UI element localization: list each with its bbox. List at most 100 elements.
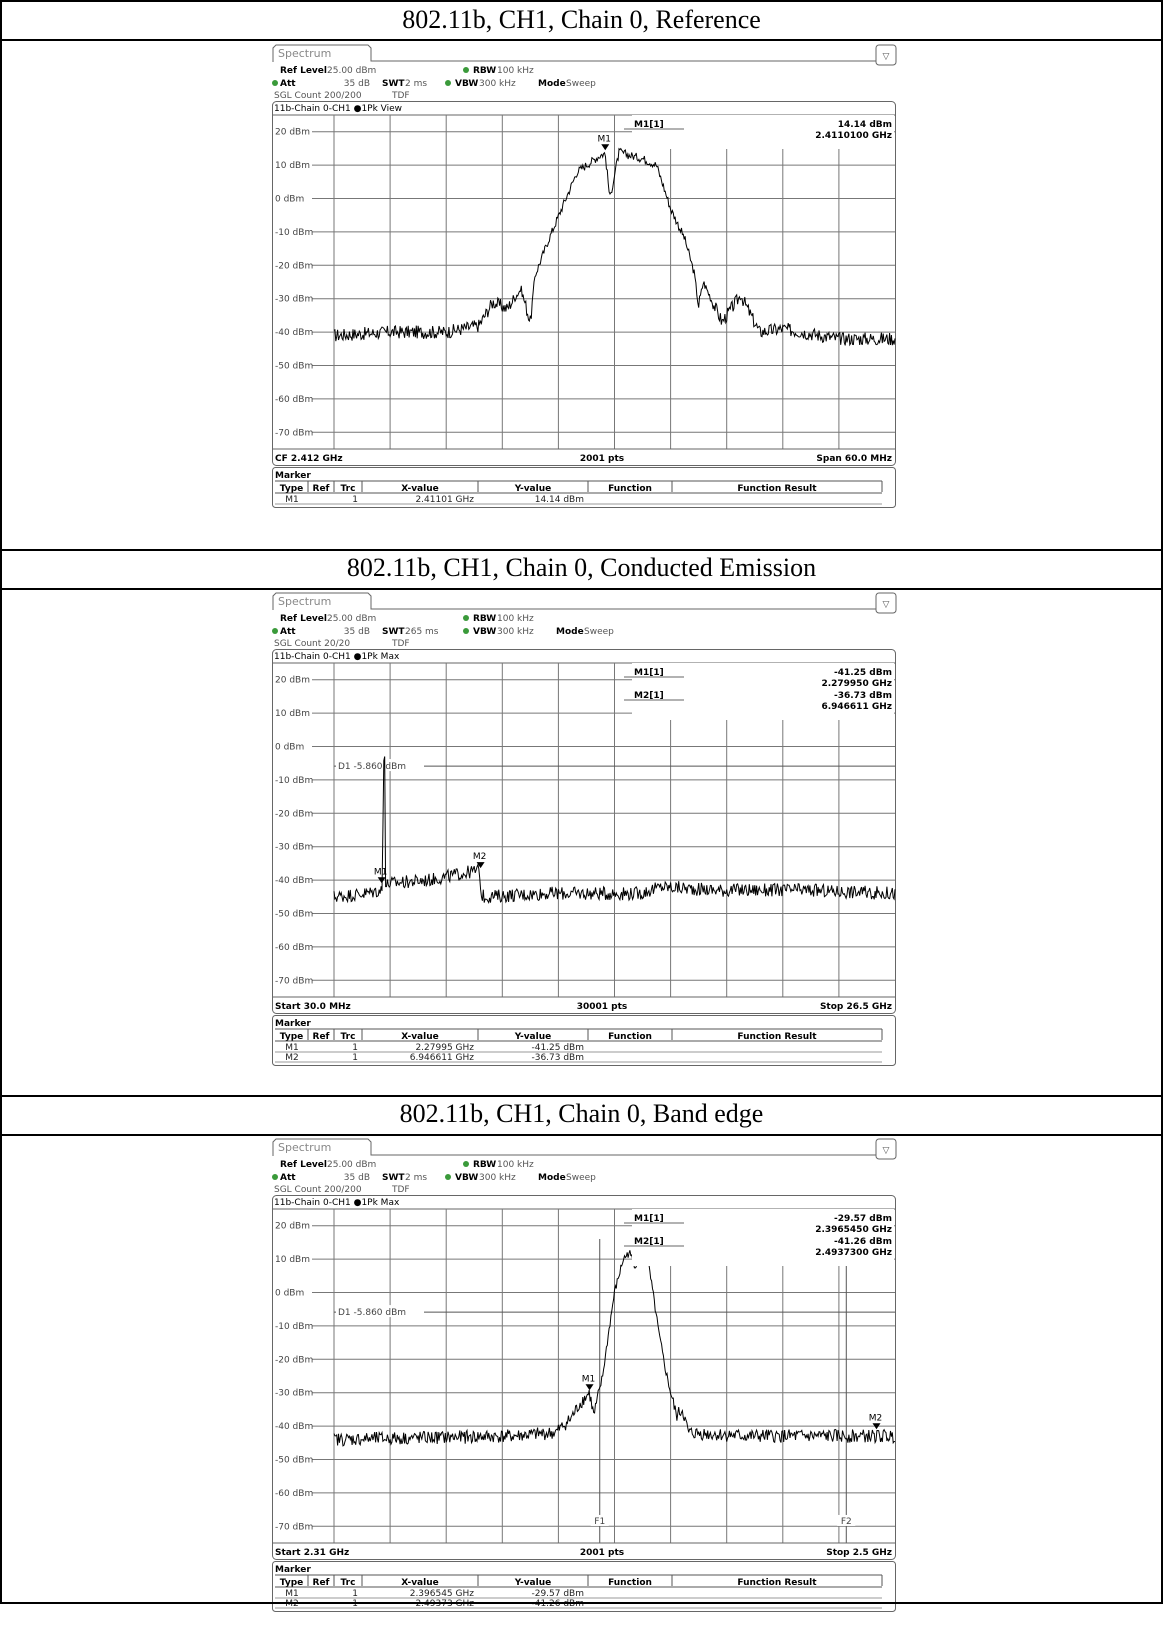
marker-table-header: Function [608, 1578, 652, 1588]
menu-chevron-icon: ▽ [883, 600, 890, 610]
marker-table-header: Trc [341, 1578, 356, 1588]
spectrum-panel-reference: Spectrum ▽ Ref Level 25.00 dBm RBW 100 kHz Att… [272, 44, 900, 542]
section-title-band-edge: 802.11b, CH1, Chain 0, Band edge [399, 1099, 764, 1128]
marker-table-cell: 1 [352, 495, 358, 505]
y-tick-label: -50 dBm [275, 1456, 313, 1466]
marker-table-cell: 1 [352, 1589, 358, 1599]
marker-readout-frequency: 2.4937300 GHz [815, 1248, 892, 1258]
y-tick-label: -20 dBm [275, 1355, 313, 1365]
y-tick-label: -40 dBm [275, 328, 313, 338]
swt-label: SWT [382, 627, 405, 637]
marker-table-cell: M1 [285, 1589, 299, 1599]
vbw-label: VBW [455, 1173, 478, 1183]
marker-table-cell: 2.396545 GHz [410, 1589, 475, 1599]
y-tick-label: -70 dBm [275, 976, 313, 986]
marker-table-header: Ref [313, 1578, 330, 1588]
marker-table-caption: Marker [275, 1019, 311, 1029]
marker-readout-label: M2[1] [634, 691, 664, 701]
mode-value: Sweep [566, 1173, 596, 1183]
footer-left: CF 2.412 GHz [275, 454, 343, 464]
marker-table-header: Type [280, 1578, 303, 1588]
marker-table-header: Type [280, 484, 303, 494]
display-line-label-bg [336, 759, 424, 772]
sgl-count: SGL Count 20/20 [274, 639, 350, 649]
display-line-label: D1 -5.860 dBm [338, 1308, 406, 1318]
vbw-label: VBW [455, 79, 478, 89]
y-tick-label: -50 dBm [275, 910, 313, 920]
marker-table-caption: Marker [275, 1565, 311, 1575]
rbw-label: RBW [473, 66, 496, 76]
marker-readout-value: -36.73 dBm [834, 691, 892, 701]
tdf-label: TDF [391, 1185, 410, 1195]
marker-readout-frequency: 6.946611 GHz [821, 702, 892, 712]
spectrum-panel-band-edge: Spectrum ▽ Ref Level 25.00 dBm RBW 100 kHz Att… [272, 1138, 900, 1636]
marker-table-header: Y-value [514, 1032, 551, 1042]
y-tick-label: 0 dBm [275, 743, 304, 753]
screen-menu-button [875, 592, 897, 614]
section-title-conducted-emission: 802.11b, CH1, Chain 0, Conducted Emissio… [346, 553, 817, 582]
ref-level-value: 25.00 dBm [327, 66, 376, 76]
rbw-label: RBW [473, 1160, 496, 1170]
vbw-label: VBW [473, 627, 496, 637]
menu-chevron-icon: ▽ [883, 52, 890, 62]
diagram-frame [272, 101, 896, 466]
vbw-value: 300 kHz [497, 627, 534, 637]
marker-table-cell: M1 [285, 1043, 299, 1053]
marker-readout-label: M1[1] [634, 1214, 664, 1224]
marker-table-header: Trc [341, 1032, 356, 1042]
marker-readout-label: M1[1] [634, 120, 664, 130]
marker-table-cell: 2.41101 GHz [415, 495, 474, 505]
spectrum-trace [333, 147, 896, 347]
screen-menu-button [875, 1138, 897, 1160]
y-tick-label: 20 dBm [275, 676, 310, 686]
frequency-line-label-bg [837, 1514, 856, 1526]
sgl-count: SGL Count 200/200 [274, 1185, 362, 1195]
marker-table-header: Function [608, 484, 652, 494]
footer-right: Span 60.0 MHz [816, 454, 892, 464]
y-tick-label: -40 dBm [275, 876, 313, 886]
rbw-label: RBW [473, 614, 496, 624]
table-rule [0, 1134, 1163, 1136]
trace-label: 11b-Chain 0-CH1 ●1Pk Max [274, 652, 400, 662]
marker-readout-frequency: 2.4110100 GHz [815, 131, 892, 141]
att-label: Att [280, 79, 296, 89]
marker-readout-frequency: 2.3965450 GHz [815, 1225, 892, 1235]
marker-readout-frequency: 2.279950 GHz [821, 679, 892, 689]
spectrum-analyzer-screen: Spectrum ▽ Ref Level 25.00 dBm RBW 100 kHz Att… [272, 592, 897, 1066]
y-tick-label: 10 dBm [275, 709, 310, 719]
ref-level-value: 25.00 dBm [327, 1160, 376, 1170]
y-tick-label: -10 dBm [275, 1322, 313, 1332]
marker-triangle-icon [476, 862, 485, 869]
y-tick-label: -70 dBm [275, 1522, 313, 1532]
marker-table-header: Function Result [737, 484, 817, 494]
att-status-icon [272, 628, 278, 634]
table-border-left [0, 0, 2, 1604]
marker-table-caption: Marker [275, 471, 311, 481]
rbw-value: 100 kHz [497, 614, 534, 624]
vbw-status-icon [445, 1174, 451, 1180]
att-value: 35 dB [344, 1173, 370, 1183]
marker-triangle-icon [872, 1423, 881, 1430]
att-value: 35 dB [344, 627, 370, 637]
table-border-right [1161, 0, 1163, 1604]
marker-readout-value: -41.26 dBm [834, 1237, 892, 1247]
rbw-status-icon [463, 1161, 469, 1167]
marker-table-header: Y-value [514, 1578, 551, 1588]
att-status-icon [272, 80, 278, 86]
mode-label: Mode [556, 627, 584, 637]
y-tick-label: 10 dBm [275, 1255, 310, 1265]
diagram-frame [272, 1195, 896, 1560]
spectrum-analyzer-screen: Spectrum ▽ Ref Level 25.00 dBm RBW 100 kHz Att… [272, 44, 897, 508]
footer-left: Start 2.31 GHz [275, 1548, 349, 1558]
footer-center: 2001 pts [580, 1548, 624, 1558]
table-rule [0, 0, 1163, 2]
y-tick-label: -70 dBm [275, 428, 313, 438]
table-rule [0, 1602, 1163, 1604]
marker-label: M1 [374, 867, 388, 877]
spectrum-trace [333, 756, 896, 905]
marker-triangle-icon [585, 1384, 594, 1391]
vbw-status-icon [445, 80, 451, 86]
footer-center: 2001 pts [580, 454, 624, 464]
diagram-frame [272, 649, 896, 1014]
swt-label: SWT [382, 1173, 405, 1183]
